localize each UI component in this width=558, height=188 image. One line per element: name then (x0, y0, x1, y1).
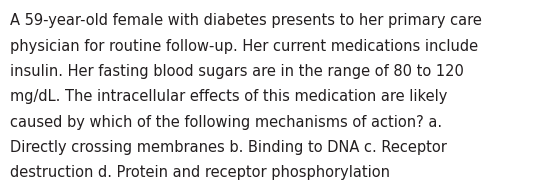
Text: insulin. Her fasting blood sugars are in the range of 80 to 120: insulin. Her fasting blood sugars are in… (10, 64, 464, 79)
Text: Directly crossing membranes b. Binding to DNA c. Receptor: Directly crossing membranes b. Binding t… (10, 140, 447, 155)
Text: mg/dL. The intracellular effects of this medication are likely: mg/dL. The intracellular effects of this… (10, 89, 448, 104)
Text: physician for routine follow-up. Her current medications include: physician for routine follow-up. Her cur… (10, 39, 478, 54)
Text: destruction d. Protein and receptor phosphorylation: destruction d. Protein and receptor phos… (10, 165, 390, 180)
Text: A 59-year-old female with diabetes presents to her primary care: A 59-year-old female with diabetes prese… (10, 13, 482, 28)
Text: caused by which of the following mechanisms of action? a.: caused by which of the following mechani… (10, 115, 442, 130)
